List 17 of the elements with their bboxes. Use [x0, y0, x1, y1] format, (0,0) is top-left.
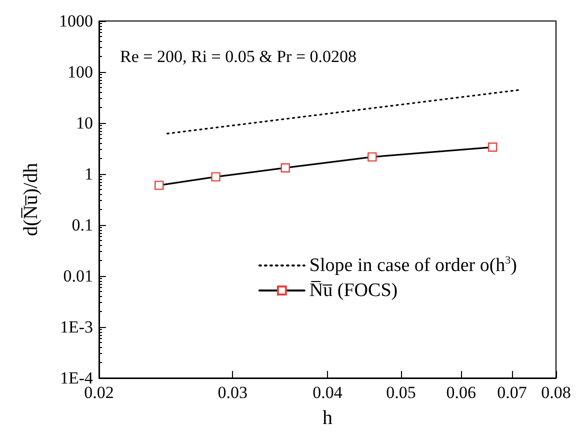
x-axis-title: h [322, 407, 332, 429]
y-tick-label: 1E-3 [60, 318, 93, 336]
y-tick-label: 1000 [59, 12, 93, 30]
annotation: Re = 200, Ri = 0.05 & Pr = 0.0208 [120, 47, 357, 66]
x-tick-label: 0.08 [541, 383, 571, 402]
x-tick-label: 0.06 [446, 383, 476, 402]
y-tick-label: 1 [84, 164, 93, 184]
y-tick-label: 10 [76, 114, 93, 132]
y-axis-title: d(N̅u̅)/dh [20, 162, 42, 236]
x-tick-label: 0.04 [312, 383, 343, 402]
y-tick-label: 0.1 [72, 216, 93, 234]
x-tick-label: 0.03 [218, 383, 248, 402]
legend-label: N̅u̅ (FOCS) [309, 280, 398, 301]
x-tick-label: 0.07 [497, 383, 528, 402]
x-tick-label: 0.05 [386, 383, 416, 402]
y-tick-label: 0.01 [63, 266, 93, 286]
y-tick-label: 100 [68, 62, 93, 82]
